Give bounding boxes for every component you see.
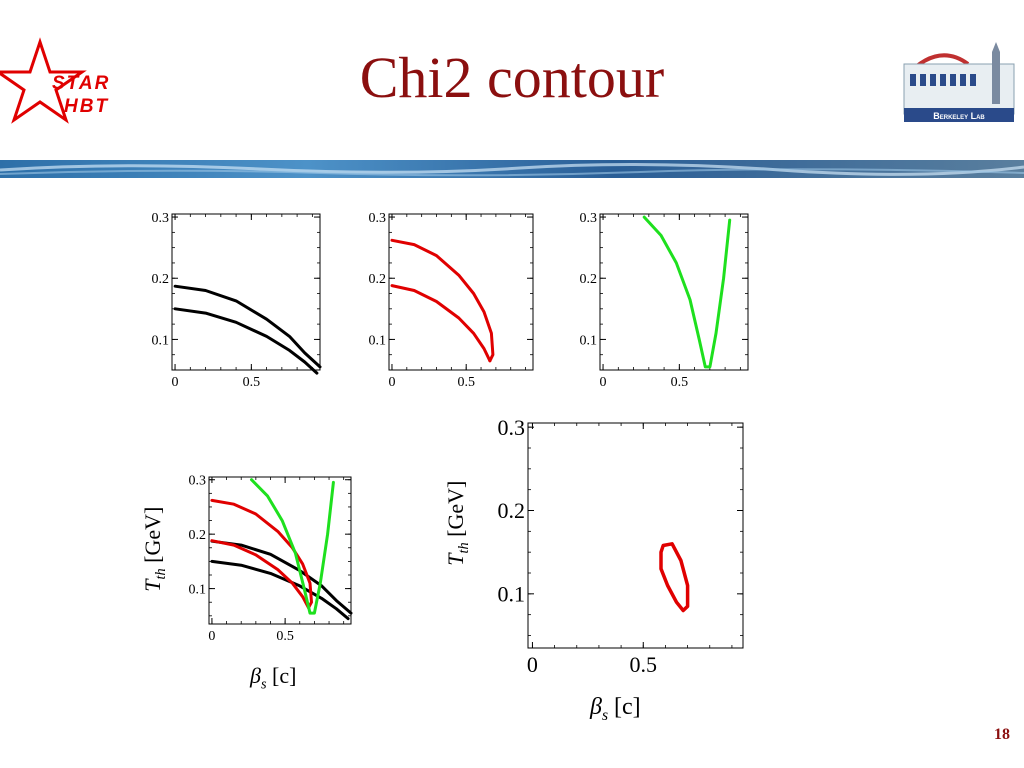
- y-tick-label: 0.1: [152, 333, 170, 348]
- x-tick-label: 0.5: [671, 375, 689, 390]
- plot-frame: [388, 213, 534, 371]
- y-tick-label: 0.2: [580, 272, 598, 287]
- xlabel-combined: βs [c]: [250, 663, 297, 693]
- y-tick-label: 0.2: [152, 272, 170, 287]
- lab-logo-text: Berkeley Lab: [933, 111, 985, 121]
- contour-line-2: [210, 559, 350, 621]
- header-banner: [0, 160, 1024, 178]
- x-tick-label: 0.5: [630, 652, 658, 677]
- contour-line-1: [390, 238, 495, 363]
- contour-line-1: [210, 539, 353, 615]
- contour-line-2: [173, 307, 319, 375]
- x-tick-label: 0.5: [276, 629, 294, 644]
- xlabel-final: βs [c]: [590, 694, 641, 724]
- berkeley-lab-logo: Berkeley Lab: [903, 42, 1015, 122]
- plot-frame: [527, 422, 744, 649]
- y-tick-label: 0.2: [189, 528, 207, 543]
- y-tick-label: 0.1: [369, 333, 387, 348]
- y-tick-label: 0.3: [152, 211, 170, 226]
- y-tick-label: 0.2: [369, 272, 387, 287]
- logo-line1: STAR: [52, 73, 110, 94]
- y-tick-label: 0.1: [189, 583, 207, 598]
- plot-frame: [208, 476, 352, 625]
- x-tick-label: 0: [600, 375, 607, 390]
- x-tick-label: 0.5: [243, 375, 261, 390]
- x-tick-label: 0: [527, 652, 538, 677]
- x-tick-label: 0: [208, 629, 215, 644]
- plot-frame: [599, 213, 749, 371]
- slide-title: Chi2 contour: [359, 45, 665, 110]
- contour-line-1: [173, 284, 322, 369]
- plot-frame: [171, 213, 321, 371]
- y-tick-label: 0.3: [189, 474, 207, 489]
- y-tick-label: 0.3: [369, 211, 387, 226]
- x-tick-label: 0: [388, 375, 395, 390]
- contour-line-1: [642, 215, 732, 369]
- y-tick-label: 0.1: [498, 582, 526, 607]
- y-tick-label: 0.1: [580, 333, 598, 348]
- star-hbt-logo: STAR HBT: [0, 37, 110, 124]
- x-tick-label: 0.5: [457, 375, 475, 390]
- logo-line2: HBT: [64, 96, 109, 117]
- ylabel-combined: Tth [GeV]: [139, 506, 170, 592]
- ylabel-final: Tth [GeV]: [442, 480, 473, 566]
- beta-symbol: β: [250, 663, 261, 688]
- contour-line-3: [210, 498, 313, 610]
- contour-line-4: [210, 539, 310, 610]
- contour-line-5: [250, 478, 335, 615]
- y-tick-label: 0.2: [498, 498, 526, 523]
- star-icon: [0, 37, 87, 124]
- contour-line-2: [390, 284, 492, 363]
- y-tick-label: 0.3: [580, 211, 598, 226]
- x-tick-label: 0: [172, 375, 179, 390]
- contour-line-1: [659, 542, 690, 613]
- y-tick-label: 0.3: [498, 415, 526, 440]
- page-number: 18: [994, 726, 1010, 743]
